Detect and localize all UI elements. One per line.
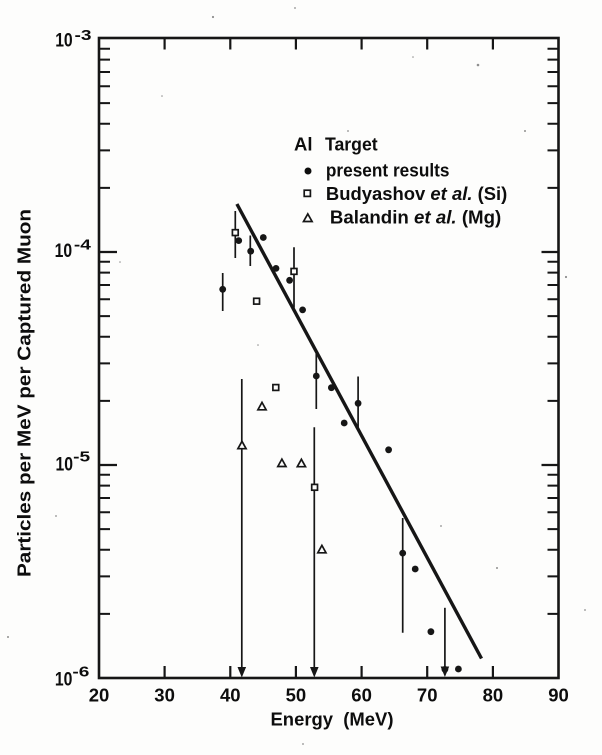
svg-text:-5: -5 xyxy=(73,450,90,466)
svg-text:60: 60 xyxy=(351,685,372,706)
svg-text:Balandin et al. (Mg): Balandin et al. (Mg) xyxy=(330,207,501,228)
svg-text:90: 90 xyxy=(548,685,569,706)
svg-text:40: 40 xyxy=(220,685,241,706)
svg-text:-4: -4 xyxy=(74,238,91,254)
svg-text:70: 70 xyxy=(417,685,438,706)
svg-text:-3: -3 xyxy=(75,28,92,44)
svg-text:50: 50 xyxy=(286,685,307,706)
svg-text:Energy (MeV): Energy (MeV) xyxy=(271,709,394,730)
svg-text:present results: present results xyxy=(326,160,450,181)
svg-text:Al: Al xyxy=(294,134,313,155)
svg-text:Budyashov et al. (Si): Budyashov et al. (Si) xyxy=(326,183,507,204)
svg-text:20: 20 xyxy=(89,685,110,706)
svg-text:Particles per MeV per Captured: Particles per MeV per Captured Muon xyxy=(15,209,35,577)
svg-text:10: 10 xyxy=(55,670,73,691)
svg-text:-6: -6 xyxy=(72,665,89,681)
svg-text:Target: Target xyxy=(325,134,378,155)
svg-text:10: 10 xyxy=(55,241,73,262)
svg-text:80: 80 xyxy=(483,685,504,706)
svg-text:10: 10 xyxy=(56,455,74,476)
svg-text:10: 10 xyxy=(55,31,72,52)
svg-text:30: 30 xyxy=(154,685,175,706)
